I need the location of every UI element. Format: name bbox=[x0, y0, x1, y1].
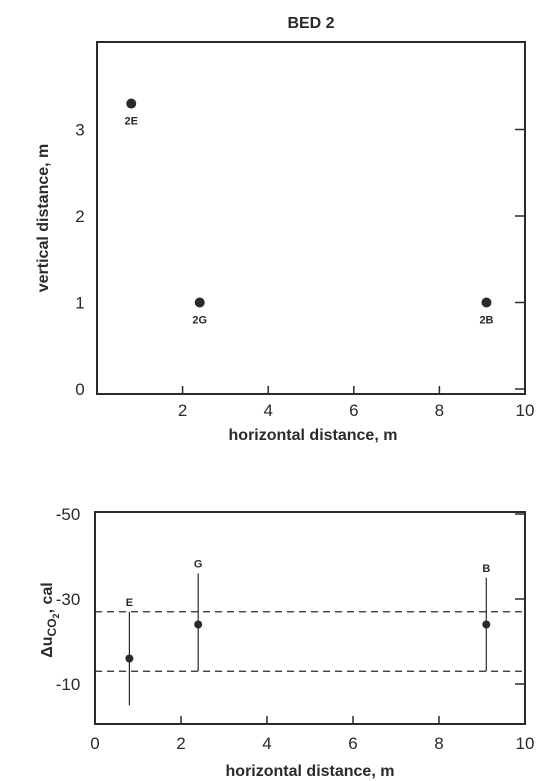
y-axis-title-tail: , cal bbox=[39, 582, 56, 613]
data-point bbox=[194, 620, 203, 629]
x-tick-label: 10 bbox=[516, 401, 535, 420]
y-axis-title-sub: CO bbox=[45, 618, 59, 636]
y-tick-label: 3 bbox=[75, 121, 84, 140]
data-point bbox=[482, 620, 491, 629]
data-point bbox=[125, 654, 134, 663]
data-points: E G B bbox=[125, 559, 490, 706]
y-ticks: -50 -30 -10 bbox=[56, 505, 525, 694]
y-tick-label: 2 bbox=[75, 207, 84, 226]
y-tick-label: -10 bbox=[56, 675, 81, 694]
x-tick-label: 10 bbox=[516, 734, 535, 753]
delta-u-co2-chart: 0 2 4 6 8 10 -50 -30 -10 E G B horizontal distanc… bbox=[39, 505, 534, 780]
reference-lines bbox=[95, 611, 525, 672]
y-axis-title-subsub: 2 bbox=[51, 613, 61, 618]
x-axis-title: horizontal distance, m bbox=[226, 763, 395, 780]
data-point bbox=[481, 297, 492, 308]
x-tick-label: 4 bbox=[262, 734, 271, 753]
point-label: E bbox=[126, 597, 133, 609]
y-tick-label: -50 bbox=[56, 505, 81, 524]
data-points: 2E 2G 2B bbox=[125, 98, 494, 327]
y-tick-label: 0 bbox=[75, 380, 84, 399]
x-tick-label: 0 bbox=[90, 734, 99, 753]
x-tick-label: 8 bbox=[435, 401, 444, 420]
point-label: B bbox=[482, 563, 490, 575]
y-axis-title-main: Δu bbox=[39, 636, 56, 657]
y-ticks: 0 1 2 3 bbox=[75, 121, 525, 399]
data-point bbox=[126, 98, 137, 109]
x-tick-label: 6 bbox=[348, 734, 357, 753]
point-label: 2B bbox=[479, 315, 493, 327]
y-tick-label: -30 bbox=[56, 590, 81, 609]
plot-frame bbox=[96, 41, 526, 395]
x-tick-label: 6 bbox=[349, 401, 358, 420]
x-tick-label: 8 bbox=[434, 734, 443, 753]
bed-2-position-chart: BED 2 2 4 6 8 10 0 1 2 3 2E 2G 2B horizontal dist… bbox=[35, 15, 534, 444]
x-tick-label: 4 bbox=[263, 401, 272, 420]
x-ticks: 0 2 4 6 8 10 bbox=[90, 716, 534, 753]
x-ticks: 2 4 6 8 10 bbox=[178, 386, 535, 420]
y-tick-label: 1 bbox=[75, 294, 84, 313]
y-axis-title: ΔuCO2, cal bbox=[39, 582, 61, 657]
point-label: G bbox=[194, 559, 203, 571]
x-tick-label: 2 bbox=[176, 734, 185, 753]
point-label: 2G bbox=[192, 315, 207, 327]
plot-frame bbox=[94, 511, 526, 725]
y-axis-title: vertical distance, m bbox=[35, 144, 52, 293]
chart-title: BED 2 bbox=[287, 15, 334, 32]
x-axis-title: horizontal distance, m bbox=[229, 427, 398, 444]
point-label: 2E bbox=[125, 116, 138, 128]
x-tick-label: 2 bbox=[178, 401, 187, 420]
data-point bbox=[194, 297, 205, 308]
svg-text:ΔuCO2, cal: ΔuCO2, cal bbox=[39, 582, 61, 657]
